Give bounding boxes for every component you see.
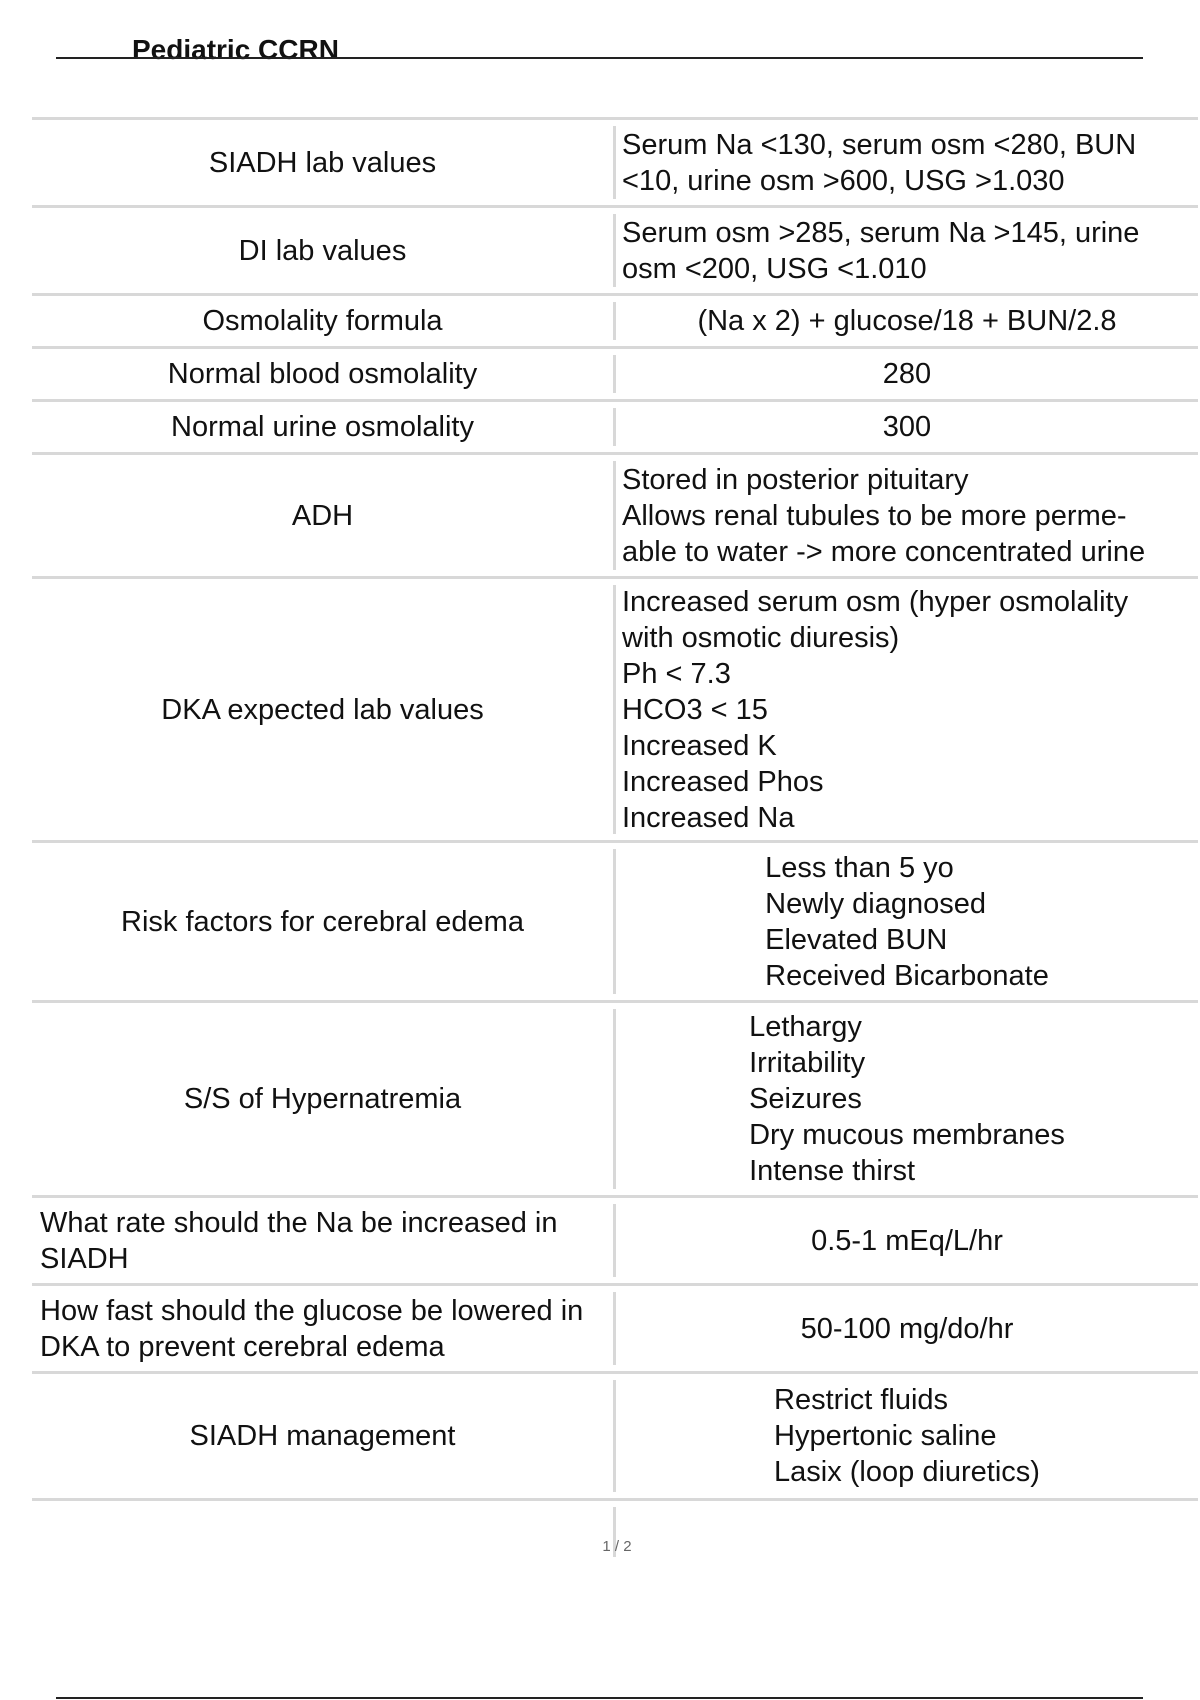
table-row: SIADH management Restrict fluids Hypertoni…: [32, 1374, 1198, 1501]
definition-line: <10, urine osm >600, USG >1.030: [622, 164, 1065, 197]
definition-line: Seizures: [749, 1083, 862, 1115]
definition-line: Lethargy: [749, 1011, 862, 1043]
table-row: What rate should the Na be increased in …: [32, 1198, 1198, 1286]
definition-line: (Na x 2) + glucose/18 + BUN/2.8: [697, 305, 1117, 337]
definition-line: Ph < 7.3: [622, 657, 731, 690]
table-row: Osmolality formula (Na x 2) + glucose/18 …: [32, 296, 1198, 349]
definition-line: osm <200, USG <1.010: [622, 252, 927, 285]
definition-text: Restrict fluids Hypertonic saline Lasix (l…: [774, 1382, 1040, 1490]
definition-cell: Lethargy Irritability Seizures Dry mucous m…: [613, 1009, 1198, 1189]
definition-line: Newly diagnosed: [765, 887, 986, 920]
definition-line: Intense thirst: [749, 1155, 916, 1187]
definition-line: Increased Na: [622, 801, 795, 834]
definition-cell: 280: [613, 355, 1198, 393]
definition-text: Stored in posterior pituitary Allows rena…: [622, 462, 1145, 570]
definition-cell: Restrict fluids Hypertonic saline Lasix (l…: [613, 1380, 1198, 1492]
definition-cell: Serum Na <130, serum osm <280, BUN <10, u…: [613, 126, 1198, 199]
definition-cell: Less than 5 yo Newly diagnosed Elevated BU…: [613, 849, 1198, 994]
table-row: SIADH lab values Serum Na <130, serum osm…: [32, 120, 1198, 208]
definition-text: Serum Na <130, serum osm <280, BUN <10, u…: [622, 127, 1136, 199]
term-cell: ADH: [291, 499, 354, 532]
definition-text: Lethargy Irritability Seizures Dry mucous m…: [749, 1009, 1065, 1189]
definition-line: Received Bicarbonate: [765, 959, 1049, 992]
definition-text: 280: [883, 356, 931, 392]
definition-text: 300: [883, 409, 931, 445]
term-cell: Normal blood osmolality: [167, 358, 478, 390]
table-row: [32, 1501, 1198, 1563]
header-rule: [56, 57, 1143, 59]
table-row: Normal blood osmolality 280: [32, 349, 1198, 402]
definition-line: 0.5-1 mEq/L/hr: [811, 1224, 1003, 1257]
table-row: How fast should the glucose be lowered i…: [32, 1286, 1198, 1374]
definition-cell: 0.5-1 mEq/L/hr: [613, 1204, 1198, 1277]
definition-line: Dry mucous membranes: [749, 1119, 1065, 1151]
definition-text: Less than 5 yo Newly diagnosed Elevated BU…: [765, 850, 1049, 994]
definition-line: Serum Na <130, serum osm <280, BUN: [622, 128, 1137, 161]
definition-line: 300: [882, 411, 932, 443]
definition-line: 280: [882, 358, 932, 390]
term-cell: What rate should the Na be increased in …: [40, 1206, 558, 1275]
term-cell: S/S of Hypernatremia: [183, 1083, 462, 1115]
definition-text: Serum osm >285, serum Na >145, urine osm …: [622, 215, 1139, 287]
definition-line: Serum osm >285, serum Na >145, urine: [622, 216, 1140, 249]
definition-line: Elevated BUN: [765, 923, 948, 956]
term-cell: DI lab values: [238, 234, 407, 267]
term-cell: Risk factors for cerebral edema: [121, 905, 524, 938]
term-cell: SIADH lab values: [208, 146, 437, 179]
definition-line: Stored in posterior pituitary: [622, 463, 969, 496]
definition-line: Lasix (loop diuretics): [774, 1456, 1040, 1488]
definition-cell: (Na x 2) + glucose/18 + BUN/2.8: [613, 302, 1198, 340]
table: SIADH lab values Serum Na <130, serum osm…: [32, 117, 1198, 1563]
term-cell: DKA expected lab values: [161, 693, 484, 726]
definition-cell: 300: [613, 408, 1198, 446]
page-number: 1 / 2: [602, 1538, 632, 1555]
table-row: Normal urine osmolality 300: [32, 402, 1198, 455]
definition-line: Increased serum osm (hyper osmolality: [622, 585, 1129, 618]
definition-line: with osmotic diuresis): [622, 621, 900, 654]
term-cell: SIADH management: [189, 1420, 456, 1452]
term-cell: Normal urine osmolality: [171, 411, 474, 443]
definition-line: Increased Phos: [622, 765, 824, 798]
definition-line: Less than 5 yo: [765, 851, 954, 884]
definition-cell: [613, 1507, 1198, 1557]
definition-line: HCO3 < 15: [622, 693, 768, 726]
definition-cell: Increased serum osm (hyper osmolality wit…: [613, 585, 1198, 834]
definition-line: Restrict fluids: [774, 1384, 949, 1416]
table-row: Risk factors for cerebral edema Less than…: [32, 843, 1198, 1003]
definition-text: 0.5-1 mEq/L/hr: [811, 1223, 1003, 1259]
table-row: DKA expected lab values Increased serum o…: [32, 579, 1198, 843]
definition-line: Hypertonic saline: [774, 1420, 997, 1452]
definition-text: 50-100 mg/do/hr: [801, 1311, 1014, 1347]
definition-cell: 50-100 mg/do/hr: [613, 1292, 1198, 1365]
table-row: DI lab values Serum osm >285, serum Na >1…: [32, 208, 1198, 296]
definition-line: able to water -> more concentrated urine: [622, 535, 1146, 568]
definition-line: 50-100 mg/do/hr: [800, 1312, 1014, 1345]
definition-line: Irritability: [749, 1047, 866, 1079]
table-row: ADH Stored in posterior pituitary Allows r…: [32, 455, 1198, 579]
footer-rule: [56, 1697, 1143, 1699]
table-row: S/S of Hypernatremia Lethargy Irritability…: [32, 1003, 1198, 1198]
definition-cell: Serum osm >285, serum Na >145, urine osm …: [613, 214, 1198, 287]
definition-line: Increased K: [622, 729, 777, 762]
definition-line: Allows renal tubules to be more perme-: [622, 499, 1127, 532]
term-cell: Osmolality formula: [202, 305, 443, 337]
term-cell: How fast should the glucose be lowered i…: [40, 1294, 584, 1363]
definition-text: Increased serum osm (hyper osmolality wit…: [622, 584, 1128, 836]
definition-text: (Na x 2) + glucose/18 + BUN/2.8: [697, 303, 1116, 339]
definition-cell: Stored in posterior pituitary Allows rena…: [613, 461, 1198, 570]
doc-title: Pediatric CCRN: [132, 34, 339, 65]
